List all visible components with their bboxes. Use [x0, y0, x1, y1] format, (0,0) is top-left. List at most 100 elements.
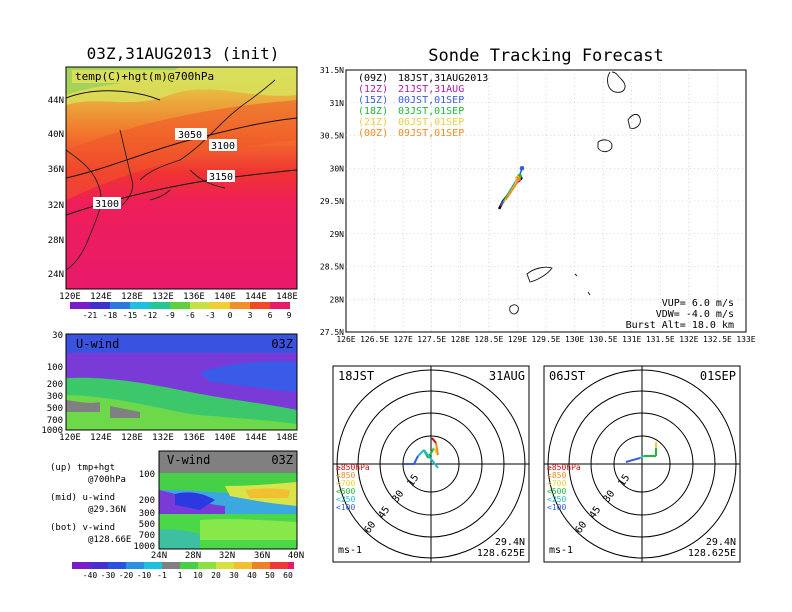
ytick-label: 100 — [139, 470, 155, 480]
level-label: <500 — [547, 487, 566, 496]
temp-map-label: temp(C)+hgt(m)@700hPa — [75, 70, 214, 83]
polar-date: 01SEP — [700, 369, 736, 383]
track-lines — [497, 165, 525, 210]
xtick-label: 136E — [183, 292, 205, 302]
polar-unit: ms-1 — [338, 545, 362, 556]
colorbar-label: -6 — [185, 311, 195, 320]
island — [526, 266, 553, 283]
panel-legend: (up) tmp+hgt @700hPa (mid) u-wind @29.36… — [50, 463, 131, 545]
ytick-label: 36N — [48, 165, 64, 175]
colorbar-label: -3 — [205, 311, 215, 320]
hodograph-trace — [404, 437, 439, 469]
colorbar-label: 9 — [287, 311, 292, 320]
uwind-time: 03Z — [271, 337, 293, 351]
polar-date: 31AUG — [489, 369, 525, 383]
ytick-label: 500 — [47, 404, 63, 414]
xtick-label: 32N — [219, 551, 235, 561]
vwind-label: V-wind — [167, 453, 210, 467]
level-label: <250 — [336, 495, 355, 504]
legend-tag: (00Z) — [358, 128, 388, 139]
xtick-label: 128E — [451, 335, 470, 344]
ytick-label: 100 — [47, 363, 63, 373]
polar-time: 06JST — [549, 369, 585, 383]
level-label: <100 — [336, 503, 355, 512]
colorbar-label: 10 — [193, 571, 203, 580]
legend-line: (bot) v-wind — [50, 523, 115, 533]
island — [627, 113, 641, 129]
xtick-label: 140E — [214, 292, 236, 302]
colorbar-label: 20 — [211, 571, 221, 580]
xtick-label: 128.5E — [474, 335, 503, 344]
colorbar-label: -18 — [103, 311, 118, 320]
xtick-label: 36N — [254, 551, 270, 561]
colorbar-label: 1 — [178, 571, 183, 580]
xtick-label: 124E — [90, 292, 112, 302]
uwind-xticks: 120E 124E 128E 132E 136E 140E 144E 148E — [59, 433, 298, 443]
coastline-china — [65, 149, 102, 271]
temp-map-title: 03Z,31AUG2013 (init) — [87, 44, 280, 63]
track-endpoint — [519, 165, 525, 171]
uwind-label: U-wind — [76, 337, 119, 351]
ytick-label: 500 — [139, 520, 155, 530]
contour-label: 3150 — [209, 172, 233, 183]
xtick-label: 132.5E — [703, 335, 732, 344]
xtick-label: 40N — [288, 551, 304, 561]
hodograph-left: 18JST 31AUG 29.4N 128.625E ms-1 15 30 45… — [332, 365, 530, 563]
level-label: <500 — [336, 487, 355, 496]
legend-tag: (18Z) — [358, 106, 388, 117]
island — [509, 304, 519, 315]
xtick-label: 144E — [245, 292, 267, 302]
xtick-label: 132E — [152, 292, 174, 302]
ytick-label: 31.5N — [320, 66, 344, 75]
colorbar-label: -9 — [165, 311, 175, 320]
temp-map-orange-band — [66, 100, 297, 200]
legend-tag: (12Z) — [358, 84, 388, 95]
ytick-label: 31N — [330, 99, 345, 108]
temp-map-label-box: temp(C)+hgt(m)@700hPa — [72, 70, 268, 83]
polar-rings — [544, 366, 740, 562]
ytick-label: 28.5N — [320, 263, 344, 272]
ytick-label: 1000 — [41, 426, 63, 436]
ytick-label: 24N — [48, 270, 64, 280]
colorbar-label: 0 — [228, 311, 233, 320]
polar-lat: 29.4N — [495, 537, 525, 548]
xtick-label: 131.5E — [646, 335, 675, 344]
colorbar-label: -40 — [83, 571, 98, 580]
vwind-panel: V-wind 03Z 100 200 300 500 700 1000 24N … — [133, 450, 304, 561]
polar-time: 18JST — [338, 369, 374, 383]
ytick-label: 700 — [139, 531, 155, 541]
ytick-label: 44N — [48, 96, 64, 106]
xtick-label: 129.5E — [532, 335, 561, 344]
colorbar-label: 40 — [247, 571, 257, 580]
uwind-yticks: 30 100 200 300 500 700 1000 — [41, 331, 63, 436]
track-title: Sonde Tracking Forecast — [428, 46, 663, 66]
xtick-label: 128E — [121, 292, 143, 302]
track-islands — [509, 71, 641, 315]
contour-label: 3100 — [211, 141, 235, 152]
wind-colorbar: -40 -30 -20 -10 -1 1 10 20 30 40 50 60 — [72, 562, 294, 580]
xtick-label: 24N — [151, 551, 167, 561]
level-label: <100 — [547, 503, 566, 512]
legend-tag: (15Z) — [358, 95, 388, 106]
ytick-label: 27.5N — [320, 328, 344, 337]
colorbar-label: -15 — [123, 311, 138, 320]
colorbar-label: -30 — [101, 571, 116, 580]
level-label: <850 — [336, 471, 355, 480]
ytick-label: 32N — [48, 201, 64, 211]
ytick-label: 200 — [47, 380, 63, 390]
xtick-label: 120E — [59, 433, 81, 443]
uwind-panel: U-wind 03Z 30 100 200 300 500 700 1000 1… — [41, 331, 298, 443]
coastline-korea — [119, 129, 134, 206]
ytick-label: 40N — [48, 130, 64, 140]
colorbar-label: 3 — [248, 311, 253, 320]
xtick-label: 28N — [185, 551, 201, 561]
level-label: ≥850hPa — [336, 463, 370, 472]
xtick-label: 148E — [276, 433, 298, 443]
legend-entry: 09JST,01SEP — [398, 128, 464, 139]
track-info-vup: VUP= 6.0 m/s — [662, 298, 734, 309]
xtick-label: 120E — [59, 292, 81, 302]
xtick-label: 124E — [90, 433, 112, 443]
xtick-label: 131E — [622, 335, 641, 344]
temp-map-xticks: 120E 124E 128E 132E 136E 140E 144E 148E — [59, 292, 298, 302]
